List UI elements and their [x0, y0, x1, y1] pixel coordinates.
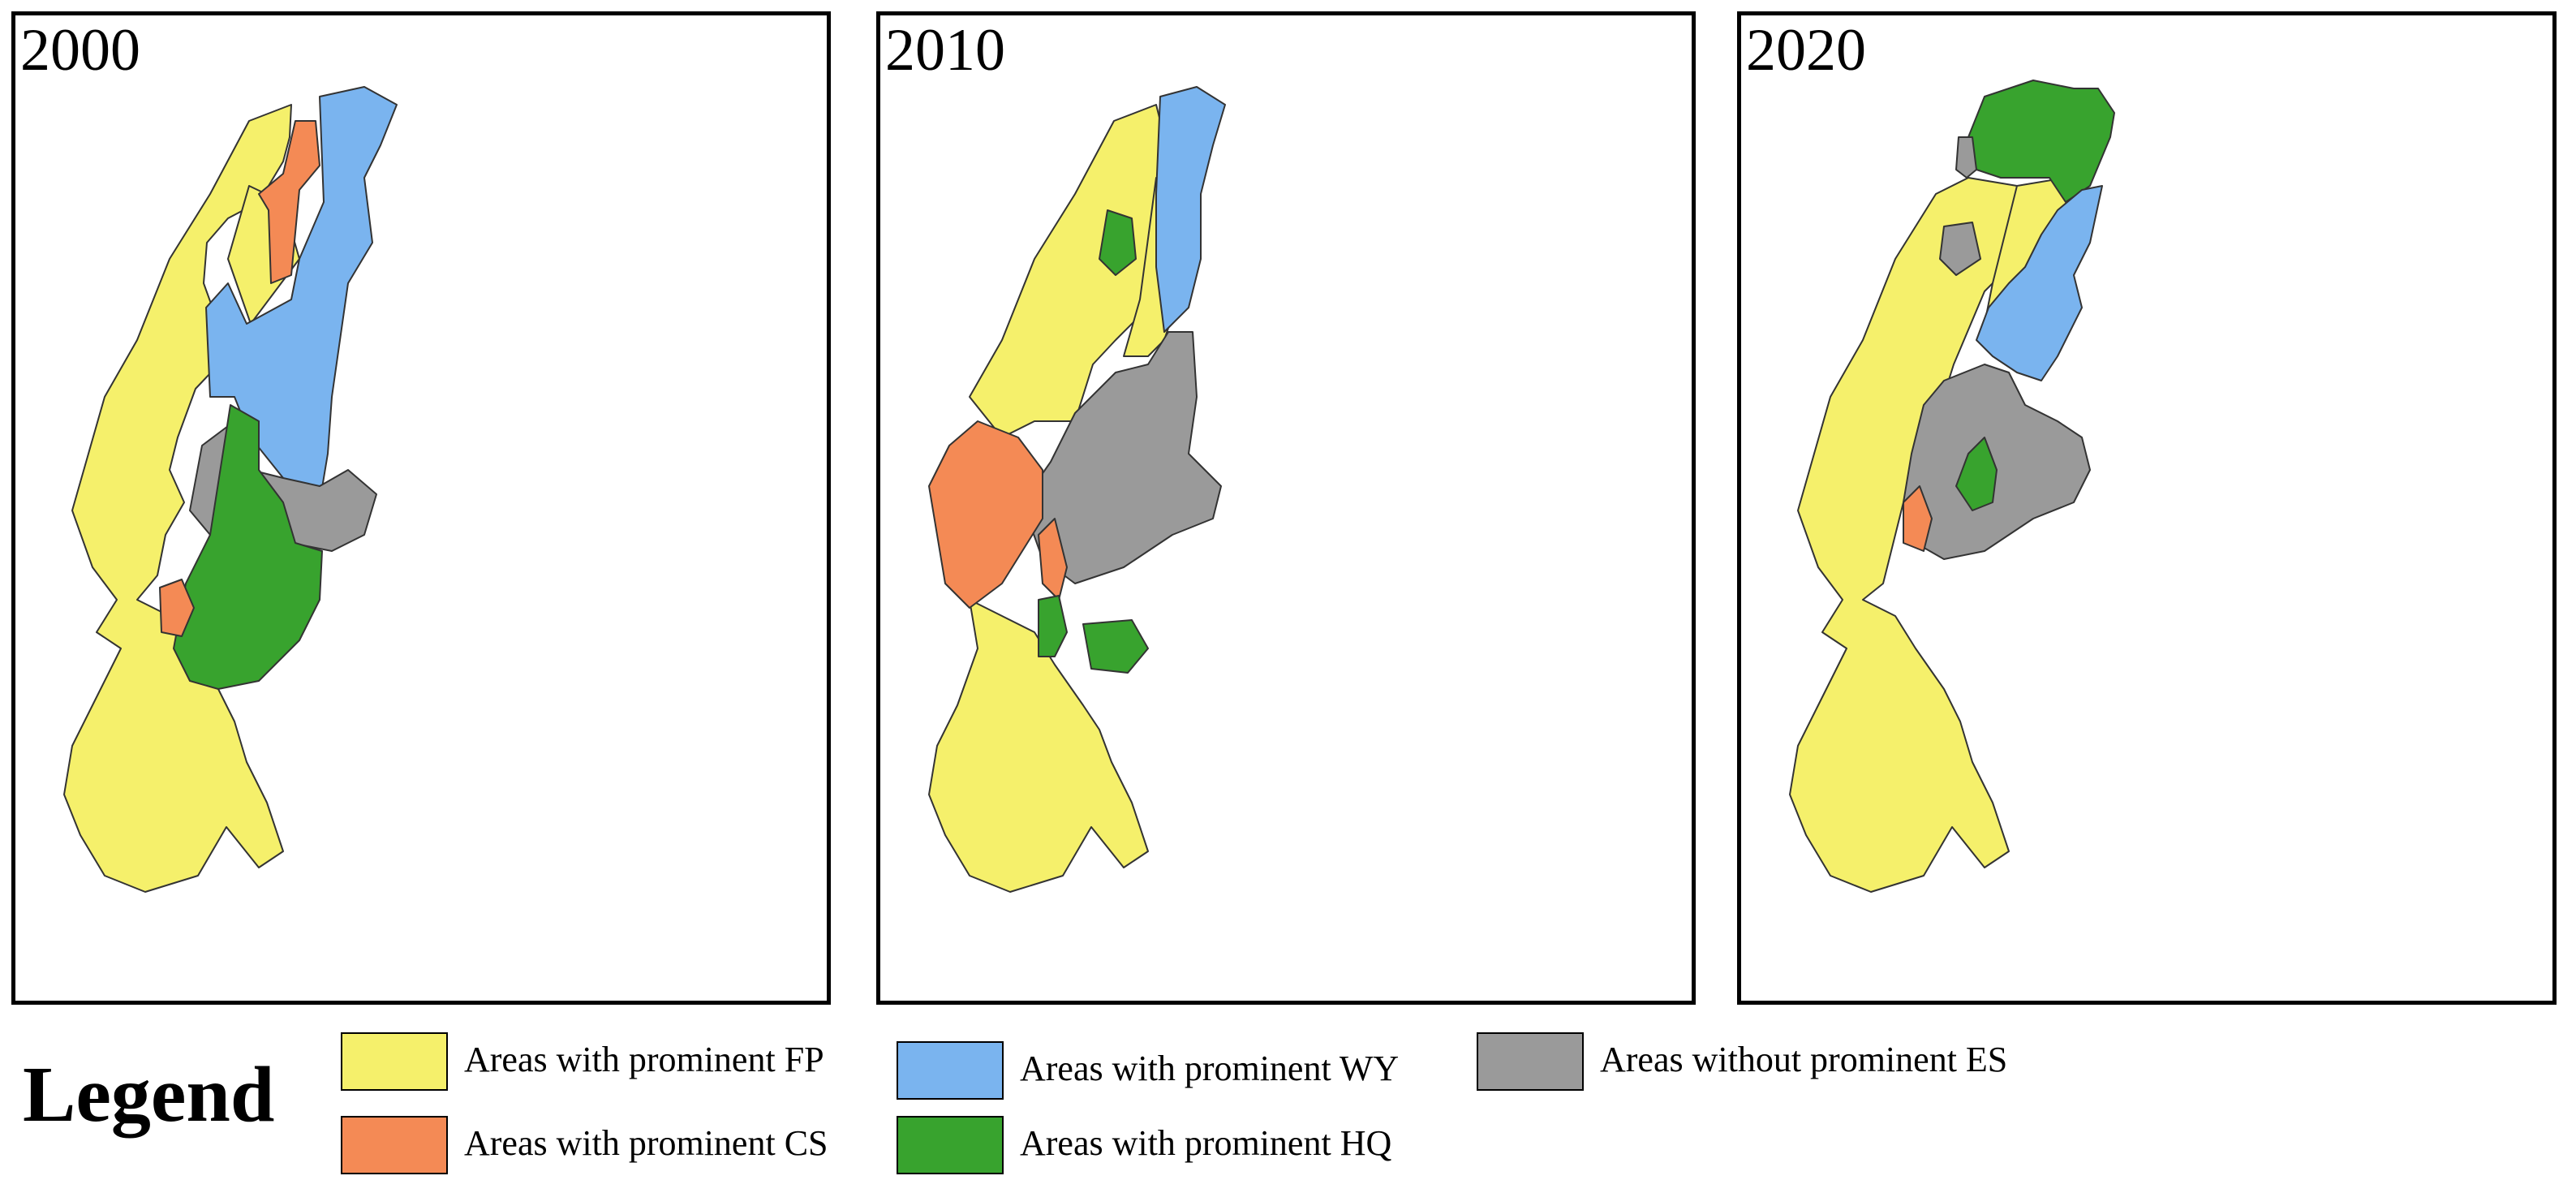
year-label: 2010	[885, 17, 1005, 84]
legend-title: Legend	[23, 1051, 275, 1139]
map-panel-2000: 2000	[11, 11, 831, 1005]
map-2000	[63, 86, 398, 893]
legend-swatch-none	[1477, 1032, 1584, 1091]
region-cs	[258, 120, 320, 284]
map-panel-2010: 2010	[876, 11, 1696, 1005]
region-cs	[928, 420, 1043, 609]
legend-swatch-fp	[341, 1032, 448, 1091]
region-cs	[1038, 518, 1068, 601]
region-fp	[928, 599, 1149, 893]
year-label: 2000	[20, 17, 140, 84]
legend-label-cs: Areas with prominent CS	[464, 1123, 828, 1163]
region-fp	[63, 104, 292, 893]
region-hq	[1038, 595, 1068, 657]
region-none	[1955, 136, 1977, 179]
map-panel-2020: 2020	[1737, 11, 2557, 1005]
region-none	[1939, 222, 1981, 276]
year-label: 2020	[1746, 17, 1866, 84]
region-wy	[1155, 86, 1226, 333]
legend-swatch-cs	[341, 1116, 448, 1174]
region-cs	[1903, 485, 1933, 552]
legend-label-hq: Areas with prominent HQ	[1020, 1123, 1392, 1163]
region-hq	[173, 404, 323, 690]
region-hq	[1082, 619, 1149, 674]
legend-label-none: Areas without prominent ES	[1600, 1040, 2008, 1079]
region-hq	[1099, 209, 1137, 276]
legend-swatch-wy	[897, 1041, 1004, 1100]
legend-label-fp: Areas with prominent FP	[464, 1040, 824, 1079]
map-2020	[1789, 80, 2115, 893]
region-cs	[159, 579, 195, 637]
legend-label-wy: Areas with prominent WY	[1020, 1049, 1400, 1088]
legend-swatch-hq	[897, 1116, 1004, 1174]
region-hq	[1955, 437, 1998, 511]
map-2010	[928, 86, 1226, 893]
region-wy	[1976, 185, 2103, 381]
